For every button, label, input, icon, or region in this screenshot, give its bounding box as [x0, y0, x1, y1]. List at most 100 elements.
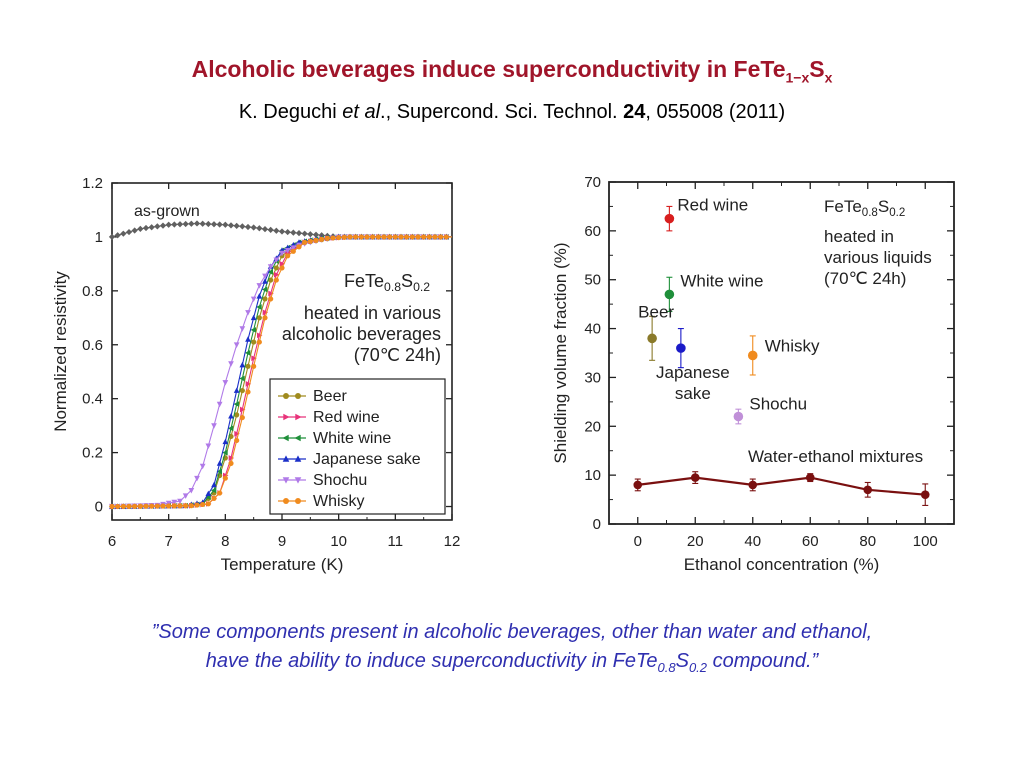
- chart1-point-as-grown: [244, 223, 252, 231]
- chart1-legend-label-white-wine: White wine: [313, 430, 391, 447]
- chart1-point-shochu: [250, 296, 257, 303]
- chart1-point-red-wine: [279, 261, 286, 267]
- chart2-xlabel: Ethanol concentration (%): [684, 555, 880, 574]
- chart1-legend-marker-white-wine: [294, 434, 301, 442]
- chart2-point-label-beer: Beer: [638, 302, 674, 321]
- title-main: Alcoholic beverages induce superconducti…: [191, 56, 786, 82]
- chart1-point-whisky: [392, 234, 398, 240]
- chart1-point-whisky: [200, 501, 206, 508]
- chart1-legend-marker-japanese-sake: [282, 455, 290, 462]
- chart1-point-white-wine: [250, 327, 257, 333]
- chart1-point-whisky: [115, 503, 121, 510]
- chart1-ytick-label: 0.4: [82, 391, 103, 408]
- chart1-point-shochu: [256, 283, 263, 289]
- chart2-ytick-label: 40: [584, 321, 601, 338]
- chart1-point-whisky: [171, 503, 177, 509]
- quote-line-2-a: have the ability to induce superconducti…: [205, 650, 658, 672]
- chart1-point-whisky: [143, 503, 149, 509]
- chart1-point-beer: [251, 339, 257, 345]
- chart1-point-whisky: [132, 503, 138, 509]
- chart1-point-whisky: [228, 460, 234, 466]
- chart1-point-as-grown: [250, 224, 257, 231]
- chart1-point-as-grown: [261, 225, 269, 233]
- chart2-point-label-shochu: Shochu: [749, 395, 807, 414]
- chart1-point-as-grown: [193, 220, 201, 227]
- chart1-legend-marker-japanese-sake: [294, 455, 302, 462]
- chart1-annotation-line: (70℃ 24h): [354, 345, 441, 365]
- chart2-point-red-wine: [664, 213, 675, 224]
- chart1-legend-box: [269, 378, 446, 515]
- chart1-point-shochu: [233, 342, 240, 348]
- chart1-point-whisky: [381, 234, 387, 240]
- chart1-compound-label-part-3: 0.2: [413, 280, 430, 294]
- chart2-xtick-label: 0: [634, 533, 642, 550]
- chart1-compound-label-part-0: FeTe: [344, 271, 384, 291]
- chart1-point-whisky: [290, 248, 296, 254]
- chart1-point-red-wine: [268, 290, 274, 297]
- chart1-point-whisky: [358, 234, 364, 240]
- chart1-point-shochu: [177, 498, 183, 505]
- chart1-point-as-grown: [142, 224, 150, 232]
- chart1-point-as-grown: [120, 230, 127, 237]
- chart2-annotation-line: heated in: [824, 227, 894, 246]
- chart1-point-whisky: [194, 502, 200, 508]
- chart1-point-whisky: [296, 244, 302, 250]
- chart1-point-as-grown: [188, 220, 195, 227]
- chart2-ylabel: Shielding volume fraction (%): [551, 242, 570, 463]
- chart1-point-as-grown: [233, 222, 240, 229]
- chart1-point-whisky: [285, 253, 291, 259]
- chart1-point-as-grown: [312, 231, 320, 238]
- chart1-point-japanese-sake: [245, 336, 251, 342]
- quote-line-2: have the ability to induce superconducti…: [0, 647, 1024, 682]
- chart2-compound-label-part-2: S: [878, 197, 889, 216]
- chart1-point-whisky: [353, 234, 359, 240]
- chart1-point-whisky: [234, 437, 240, 444]
- chart1-point-red-wine: [251, 355, 257, 362]
- chart1-xtick-label: 10: [330, 533, 347, 550]
- chart1-point-whisky: [217, 490, 223, 496]
- chart1-point-shochu: [267, 264, 274, 270]
- chart1-point-shochu: [216, 401, 223, 408]
- chart1-point-shochu: [205, 443, 212, 449]
- chart1-point-whisky: [183, 503, 189, 509]
- chart2-point-whisky: [747, 350, 758, 361]
- chart1-point-shochu: [290, 245, 297, 251]
- chart1-point-japanese-sake: [233, 387, 240, 393]
- chart1-point-whisky: [120, 503, 126, 510]
- chart1-legend-marker-beer: [283, 393, 289, 399]
- chart1-point-whisky: [302, 239, 308, 245]
- chart1-point-as-grown: [176, 221, 184, 228]
- chart1-point-japanese-sake: [211, 481, 217, 488]
- chart1-point-beer: [268, 277, 274, 283]
- chart1-point-white-wine: [227, 425, 234, 432]
- chart2-xtick-label: 40: [744, 533, 761, 550]
- chart1-legend-marker-whisky: [283, 498, 289, 504]
- chart2-annotation-line: (70℃ 24h): [824, 269, 906, 288]
- chart1-point-whisky: [398, 234, 404, 240]
- chart2-point-water-ethanol: [690, 473, 700, 482]
- chart1-point-whisky: [387, 234, 393, 240]
- chart1-point-shochu: [262, 273, 268, 280]
- chart1-point-beer: [239, 387, 245, 394]
- chart1-point-whisky: [324, 235, 330, 241]
- chart1-point-shochu: [239, 326, 246, 332]
- quote-subscript-2: 0.2: [688, 660, 708, 675]
- chart1-point-shochu: [279, 250, 285, 257]
- chart1-point-whisky: [149, 503, 155, 509]
- chart1-point-whisky: [319, 236, 325, 242]
- chart1-point-whisky: [160, 503, 166, 509]
- chart1-point-as-grown: [301, 230, 308, 237]
- chart2-compound-label-part-0: FeTe: [824, 197, 862, 216]
- chart1-point-as-grown: [182, 220, 189, 228]
- chart1-point-shochu: [199, 463, 206, 470]
- chart2-point-beer: [647, 333, 657, 344]
- chart2-ytick-label: 60: [584, 223, 601, 240]
- title-subscript-1: 1−x: [785, 69, 810, 86]
- chart1-legend-label-shochu: Shochu: [313, 472, 367, 489]
- chart1-point-as-grown: [278, 228, 286, 235]
- chart1-point-as-grown: [222, 221, 229, 228]
- chart1-point-shochu: [194, 475, 200, 482]
- chart1-point-white-wine: [239, 375, 245, 382]
- citation-rest: , 055008 (2011): [645, 101, 786, 123]
